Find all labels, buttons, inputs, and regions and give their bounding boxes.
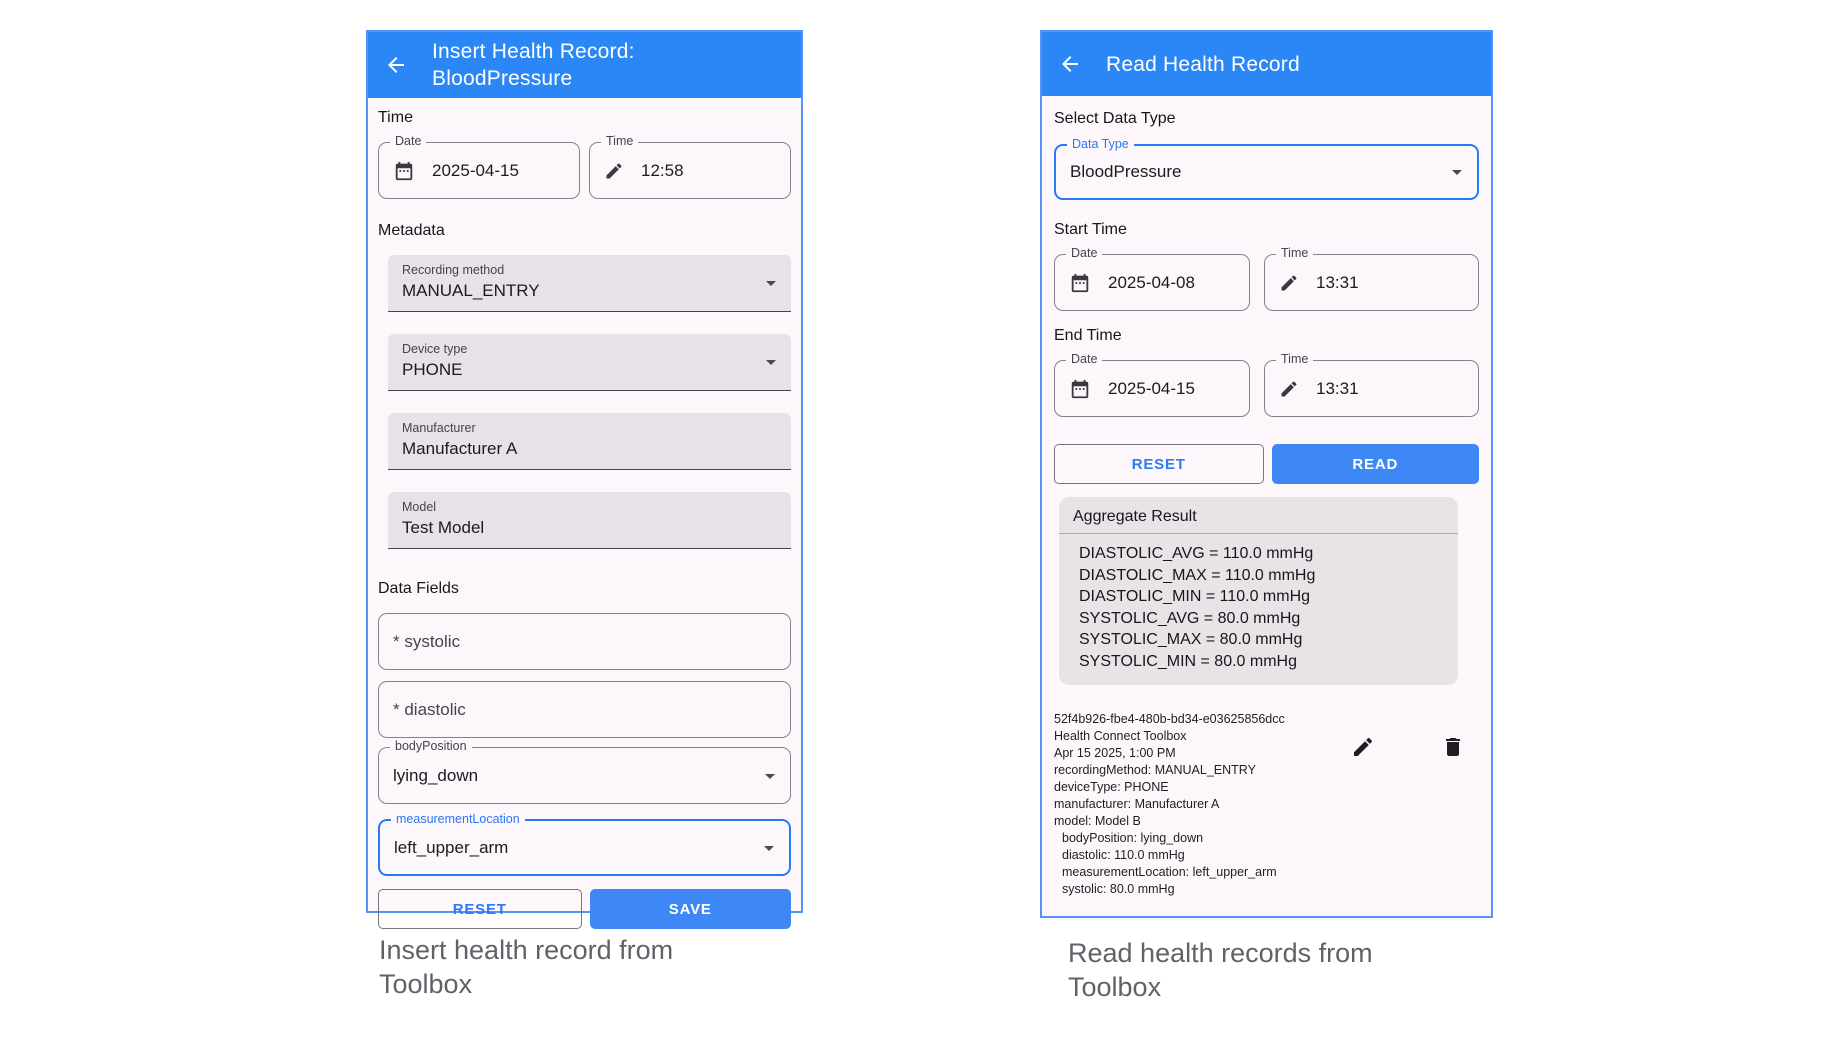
page-title: Read Health Record bbox=[1106, 52, 1300, 76]
reset-button[interactable]: RESET bbox=[378, 889, 582, 929]
model-value: Test Model bbox=[402, 518, 485, 537]
record-line: manufacturer: Manufacturer A bbox=[1054, 796, 1220, 811]
aggregate-result-box: Aggregate Result DIASTOLIC_AVG = 110.0 m… bbox=[1059, 497, 1458, 685]
aggregate-row: DIASTOLIC_MAX = 110.0 mmHg bbox=[1079, 566, 1316, 584]
record-line: diastolic: 110.0 mmHg bbox=[1062, 847, 1185, 862]
data-type-label: Data Type bbox=[1067, 137, 1134, 151]
time-value: 12:58 bbox=[641, 160, 684, 180]
aggregate-row: SYSTOLIC_AVG = 80.0 mmHg bbox=[1079, 609, 1301, 627]
calendar-icon bbox=[393, 160, 415, 182]
systolic-input[interactable] bbox=[378, 613, 791, 670]
record-line: systolic: 80.0 mmHg bbox=[1062, 881, 1175, 896]
end-date-value: 2025-04-15 bbox=[1108, 378, 1195, 398]
end-time-label: Time bbox=[1276, 352, 1314, 366]
start-time-field[interactable]: Time 13:31 bbox=[1264, 246, 1479, 311]
section-label-start-time: Start Time bbox=[1054, 221, 1127, 238]
section-label-data-fields: Data Fields bbox=[378, 580, 459, 597]
insert-caption: Insert health record from Toolbox bbox=[379, 935, 674, 999]
time-field[interactable]: Time 12:58 bbox=[589, 134, 791, 199]
date-field-label: Date bbox=[390, 134, 427, 148]
dropdown-caret-icon bbox=[759, 271, 783, 295]
section-label-metadata: Metadata bbox=[378, 222, 445, 239]
model-label: Model bbox=[402, 500, 437, 514]
insert-health-record-screen: Insert Health Record: BloodPressure Time… bbox=[366, 30, 803, 929]
model-field[interactable]: Model Test Model bbox=[388, 492, 791, 549]
pencil-icon bbox=[1279, 379, 1299, 399]
date-field[interactable]: Date 2025-04-15 bbox=[378, 134, 580, 199]
pencil-icon bbox=[604, 161, 624, 181]
aggregate-row: SYSTOLIC_MAX = 80.0 mmHg bbox=[1079, 631, 1303, 649]
aggregate-row: SYSTOLIC_MIN = 80.0 mmHg bbox=[1079, 652, 1297, 670]
recording-method-dropdown[interactable]: Recording method MANUAL_ENTRY bbox=[388, 255, 791, 312]
delete-icon[interactable] bbox=[1441, 735, 1465, 759]
back-arrow-icon[interactable] bbox=[1058, 52, 1082, 76]
dropdown-caret-icon bbox=[757, 836, 781, 860]
read-appbar: Read Health Record bbox=[1042, 32, 1491, 96]
device-type-dropdown[interactable]: Device type PHONE bbox=[388, 334, 791, 391]
start-date-value: 2025-04-08 bbox=[1108, 272, 1195, 292]
record-line: model: Model B bbox=[1054, 813, 1141, 828]
aggregate-row: DIASTOLIC_MIN = 110.0 mmHg bbox=[1079, 588, 1311, 606]
dropdown-caret-icon bbox=[759, 350, 783, 374]
device-type-label: Device type bbox=[402, 342, 468, 356]
recording-method-value: MANUAL_ENTRY bbox=[402, 281, 540, 300]
end-time-value: 13:31 bbox=[1316, 378, 1359, 398]
recording-method-label: Recording method bbox=[402, 263, 505, 277]
calendar-icon bbox=[1069, 378, 1091, 400]
read-caption: Read health records from Toolbox bbox=[1068, 938, 1373, 1002]
edit-icon[interactable] bbox=[1351, 735, 1375, 759]
data-type-value: BloodPressure bbox=[1070, 162, 1182, 181]
reset-button[interactable]: RESET bbox=[1054, 444, 1264, 484]
page-title: Insert Health Record: BloodPressure bbox=[432, 40, 635, 90]
back-arrow-icon[interactable] bbox=[384, 53, 408, 77]
calendar-icon bbox=[1069, 272, 1091, 294]
aggregate-result-title: Aggregate Result bbox=[1073, 508, 1197, 525]
start-time-value: 13:31 bbox=[1316, 272, 1359, 292]
read-button[interactable]: READ bbox=[1271, 444, 1479, 484]
section-label-time: Time bbox=[378, 109, 413, 126]
device-type-value: PHONE bbox=[402, 360, 463, 379]
record-uid: 52f4b926-fbe4-480b-bd34-e03625856dcc bbox=[1054, 711, 1285, 726]
start-date-label: Date bbox=[1066, 246, 1103, 260]
dropdown-caret-icon bbox=[758, 764, 782, 788]
aggregate-row: DIASTOLIC_AVG = 110.0 mmHg bbox=[1079, 545, 1314, 562]
end-time-field[interactable]: Time 13:31 bbox=[1264, 352, 1479, 417]
body-position-dropdown[interactable]: bodyPosition lying_down bbox=[378, 739, 791, 804]
end-date-label: Date bbox=[1066, 352, 1103, 366]
insert-appbar: Insert Health Record: BloodPressure bbox=[368, 32, 801, 98]
record-line: deviceType: PHONE bbox=[1054, 779, 1169, 794]
divider bbox=[1059, 533, 1458, 534]
dropdown-caret-icon bbox=[1445, 160, 1469, 184]
section-label-end-time: End Time bbox=[1054, 327, 1122, 344]
record-line: bodyPosition: lying_down bbox=[1062, 830, 1204, 845]
record-line: recordingMethod: MANUAL_ENTRY bbox=[1054, 762, 1256, 777]
end-date-field[interactable]: Date 2025-04-15 bbox=[1054, 352, 1250, 417]
body-position-label: bodyPosition bbox=[390, 739, 472, 753]
manufacturer-label: Manufacturer bbox=[402, 421, 476, 435]
start-time-label: Time bbox=[1276, 246, 1314, 260]
record-line: Health Connect Toolbox bbox=[1054, 728, 1187, 743]
manufacturer-field[interactable]: Manufacturer Manufacturer A bbox=[388, 413, 791, 470]
measurement-location-value: left_upper_arm bbox=[394, 837, 509, 857]
save-button[interactable]: SAVE bbox=[589, 889, 791, 929]
pencil-icon bbox=[1279, 273, 1299, 293]
record-details: 52f4b926-fbe4-480b-bd34-e03625856dcc Hea… bbox=[1054, 711, 1479, 898]
time-field-label: Time bbox=[601, 134, 639, 148]
date-value: 2025-04-15 bbox=[432, 160, 519, 180]
start-date-field[interactable]: Date 2025-04-08 bbox=[1054, 246, 1250, 311]
measurement-location-label: measurementLocation bbox=[391, 812, 525, 826]
diastolic-input[interactable] bbox=[378, 681, 791, 738]
data-type-dropdown[interactable]: Data Type BloodPressure bbox=[1054, 137, 1479, 200]
measurement-location-dropdown[interactable]: measurementLocation left_upper_arm bbox=[378, 812, 791, 876]
body-position-value: lying_down bbox=[393, 765, 479, 785]
manufacturer-value: Manufacturer A bbox=[402, 439, 518, 458]
section-label-select-data-type: Select Data Type bbox=[1054, 110, 1176, 127]
record-line: measurementLocation: left_upper_arm bbox=[1062, 864, 1277, 879]
read-health-record-screen: Read Health Record Select Data Type Data… bbox=[1040, 30, 1493, 918]
record-line: Apr 15 2025, 1:00 PM bbox=[1054, 745, 1176, 760]
